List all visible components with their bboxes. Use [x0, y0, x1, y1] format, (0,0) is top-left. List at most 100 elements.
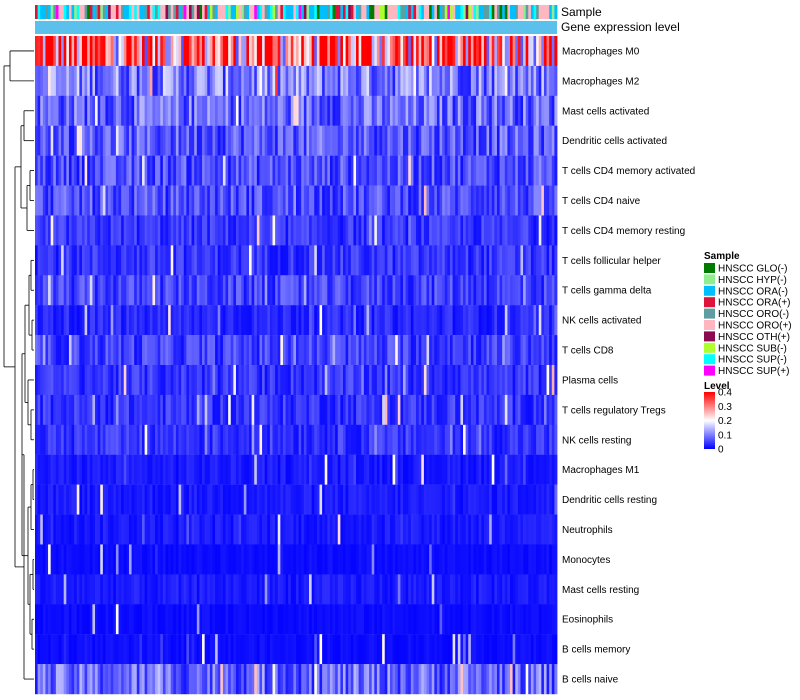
sample-annotation-cell [517, 5, 521, 19]
heatmap-cell [74, 95, 78, 126]
heatmap-cell [105, 424, 109, 455]
heatmap-cell [397, 394, 401, 426]
heatmap-cell [329, 215, 333, 246]
heatmap-cell [142, 65, 146, 97]
heatmap-cell [478, 36, 482, 67]
heatmap-cell [220, 155, 224, 186]
heatmap-cell [463, 394, 467, 426]
heatmap-cell [168, 125, 172, 156]
heatmap-cell [95, 245, 99, 276]
heatmap-cell [371, 215, 375, 246]
heatmap-cell [491, 394, 495, 426]
heatmap-cell [191, 394, 195, 426]
heatmap-cell [423, 664, 427, 695]
heatmap-cell [251, 305, 255, 336]
heatmap-cell [549, 215, 553, 246]
heatmap-cell [298, 365, 302, 396]
row-label: T cells regulatory Tregs [562, 405, 666, 416]
heatmap-cell [102, 215, 106, 246]
heatmap-cell [170, 275, 174, 306]
heatmap-cell [327, 185, 331, 216]
heatmap-cell [264, 484, 268, 515]
heatmap-cell [55, 634, 59, 665]
heatmap-cell [121, 245, 125, 276]
heatmap-cell [95, 95, 99, 126]
heatmap-cell [126, 125, 130, 156]
sample-annotation-cell [298, 5, 302, 19]
heatmap-cell [168, 95, 172, 126]
heatmap-cell [277, 544, 281, 575]
heatmap-cell [476, 125, 480, 156]
heatmap-cell [160, 155, 164, 186]
heatmap-cell [309, 544, 313, 575]
heatmap-cell [58, 335, 62, 366]
heatmap-cell [486, 36, 490, 67]
heatmap-cell [230, 245, 234, 276]
heatmap-cell [92, 544, 96, 575]
sample-annotation-cell [272, 5, 276, 19]
heatmap-cell [332, 275, 336, 306]
heatmap-cell [455, 634, 459, 665]
heatmap-cell [517, 65, 521, 97]
heatmap-cell [290, 95, 294, 126]
heatmap-cell [358, 365, 362, 396]
sample-annotation-cell [311, 5, 315, 19]
heatmap-cell [476, 604, 480, 635]
heatmap-cell [121, 424, 125, 455]
heatmap-cell [160, 185, 164, 216]
heatmap-cell [538, 365, 542, 396]
heatmap-cell [465, 65, 469, 97]
heatmap-cell [157, 155, 161, 186]
heatmap-cell [507, 245, 511, 276]
heatmap-cell [246, 634, 250, 665]
heatmap-cell [543, 454, 547, 485]
heatmap-cell [523, 245, 527, 276]
heatmap-cell [121, 125, 125, 156]
heatmap-cell [309, 36, 313, 67]
heatmap-cell [100, 65, 104, 97]
heatmap-cell [285, 664, 289, 695]
heatmap-cell [139, 305, 143, 336]
heatmap-cell [332, 65, 336, 97]
heatmap-cell [199, 394, 203, 426]
heatmap-cell [42, 544, 46, 575]
heatmap-cell [40, 155, 44, 186]
heatmap-cell [543, 185, 547, 216]
heatmap-cell [387, 335, 391, 366]
heatmap-cell [181, 185, 185, 216]
heatmap-cell [42, 394, 46, 426]
heatmap-cell [175, 604, 179, 635]
heatmap-cell [436, 424, 440, 455]
heatmap-cell [267, 394, 271, 426]
heatmap-cell [335, 454, 339, 485]
heatmap-cell [324, 394, 328, 426]
heatmap-cell [478, 664, 482, 695]
sample-annotation-cell [282, 5, 286, 19]
heatmap-cell [387, 215, 391, 246]
heatmap-cell [183, 424, 187, 455]
heatmap-cell [382, 245, 386, 276]
heatmap-cell [470, 215, 474, 246]
heatmap-cell [340, 36, 344, 67]
heatmap-cell [434, 36, 438, 67]
heatmap-cell [63, 424, 67, 455]
heatmap-cell [306, 36, 310, 67]
heatmap-cell [215, 185, 219, 216]
heatmap-cell [241, 335, 245, 366]
heatmap-cell [444, 215, 448, 246]
heatmap-cell [259, 574, 263, 605]
heatmap-cell [551, 275, 555, 306]
heatmap-cell [439, 36, 443, 67]
heatmap-cell [416, 125, 420, 156]
heatmap-cell [298, 215, 302, 246]
heatmap-cell [408, 36, 412, 67]
heatmap-cell [405, 544, 409, 575]
heatmap-cell [387, 424, 391, 455]
heatmap-cell [196, 335, 200, 366]
heatmap-cell [136, 215, 140, 246]
heatmap-cell [447, 634, 451, 665]
heatmap-cell [520, 215, 524, 246]
heatmap-cell [215, 245, 219, 276]
heatmap-cell [342, 305, 346, 336]
heatmap-cell [442, 574, 446, 605]
